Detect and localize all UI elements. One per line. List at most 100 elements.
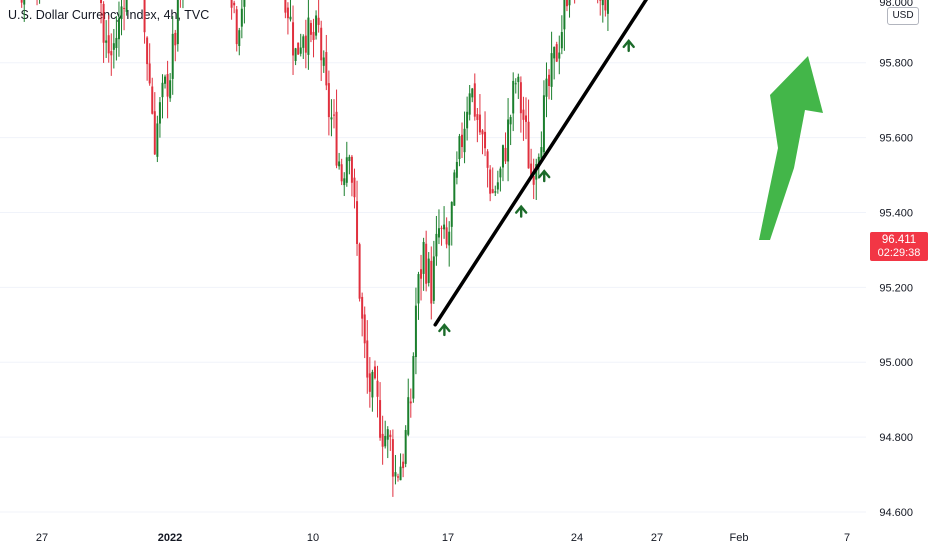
candle — [453, 169, 456, 206]
candle-body — [476, 114, 479, 120]
candle-body — [368, 373, 371, 392]
candle — [125, 0, 128, 16]
candle-body — [384, 435, 387, 447]
candle — [376, 365, 379, 418]
candle-body — [284, 0, 287, 13]
candle-body — [123, 7, 126, 9]
candle-body — [233, 2, 236, 6]
candle — [463, 111, 466, 164]
candle — [455, 151, 458, 185]
candle — [243, 0, 246, 24]
candle — [568, 0, 571, 18]
candle — [437, 209, 440, 245]
candle-body — [366, 340, 369, 378]
candle — [325, 34, 328, 91]
candle-body — [448, 231, 451, 246]
price-tick-label: 94.800 — [879, 432, 913, 444]
time-tick-label: 27 — [36, 532, 48, 544]
candle-body — [606, 0, 609, 14]
candle — [240, 0, 243, 39]
candle — [558, 35, 561, 75]
candle-body — [389, 434, 392, 438]
time-tick-label: 17 — [442, 532, 454, 544]
candle-body — [458, 136, 461, 160]
candle-body — [307, 17, 310, 55]
price-tick-label: 95.600 — [879, 133, 913, 145]
candle — [478, 94, 481, 135]
candle — [461, 122, 463, 159]
candle — [158, 97, 161, 138]
candle-body — [345, 157, 348, 183]
candle-body — [330, 117, 333, 120]
candle-body — [432, 256, 435, 301]
candle-body — [604, 0, 607, 11]
candle-body — [156, 123, 159, 157]
candle — [363, 306, 366, 359]
candle-body — [304, 35, 307, 53]
candle — [565, 0, 568, 12]
candle — [486, 149, 489, 188]
candle-body — [153, 111, 156, 155]
currency-unit-label[interactable]: USD — [887, 7, 919, 25]
candle-body — [471, 88, 474, 98]
candle-body — [394, 472, 397, 477]
candle — [143, 0, 146, 44]
candle — [555, 41, 558, 62]
candle — [404, 425, 407, 468]
candle-body — [519, 82, 522, 114]
arrow-up-icon — [622, 39, 635, 53]
candle-body — [437, 228, 440, 238]
candle-body — [550, 53, 553, 87]
candle — [532, 158, 535, 200]
candle-body — [340, 164, 343, 182]
candle-body — [501, 145, 504, 168]
candle — [235, 5, 238, 52]
candle — [348, 154, 351, 175]
candle — [491, 167, 494, 194]
candle — [604, 0, 607, 17]
candle — [394, 454, 397, 485]
candle — [153, 92, 156, 155]
candle — [164, 74, 167, 89]
candle-body — [527, 121, 530, 169]
candle — [166, 60, 169, 119]
candle — [432, 240, 435, 304]
candle-body — [532, 175, 535, 185]
candle-body — [391, 439, 394, 477]
candle — [320, 20, 323, 81]
candle-body — [473, 83, 476, 117]
candle-body — [555, 44, 558, 62]
candle — [443, 206, 446, 239]
price-tick-label: 94.600 — [879, 507, 913, 519]
candle — [606, 0, 609, 31]
chart-title: U.S. Dollar Currency Index, 4h, TVC — [8, 8, 210, 22]
candle-body — [158, 102, 161, 124]
candle — [23, 0, 26, 22]
candle-body — [568, 0, 571, 6]
candle — [123, 0, 126, 31]
candle-body — [409, 401, 412, 404]
candle-body — [353, 177, 356, 198]
candle-body — [299, 47, 302, 54]
candle — [597, 0, 599, 4]
candle — [302, 34, 305, 59]
candle-body — [333, 114, 335, 116]
candle — [530, 148, 533, 179]
candle-body — [327, 83, 330, 118]
candle-body — [343, 178, 346, 186]
candle-body — [499, 168, 502, 178]
candle-body — [350, 156, 353, 183]
candle — [238, 27, 241, 56]
candle-body — [565, 0, 568, 7]
candle-body — [453, 172, 456, 206]
candle-body — [146, 37, 149, 65]
candle-body — [478, 114, 481, 133]
price-tick-label: 98.000 — [879, 0, 913, 9]
candle — [476, 107, 479, 143]
candle — [330, 99, 333, 137]
candle-body — [358, 244, 361, 299]
candle-body — [317, 17, 320, 25]
candle-body — [509, 117, 512, 125]
candle-body — [312, 31, 315, 41]
